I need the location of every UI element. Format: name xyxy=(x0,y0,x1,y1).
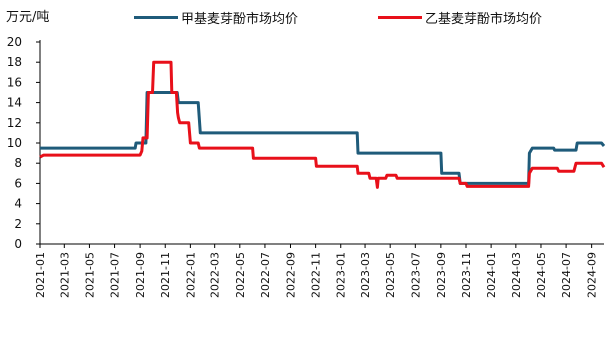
x-tick-label: 2021-07 xyxy=(109,252,122,298)
x-tick-label: 2022-11 xyxy=(310,252,323,298)
y-tick-label: 8 xyxy=(14,156,22,170)
y-tick-label: 10 xyxy=(7,136,22,150)
x-tick-label: 2021-11 xyxy=(159,252,172,298)
legend-swatch-ethyl xyxy=(378,16,422,19)
legend-item-ethyl: 乙基麦芽酚市场均价 xyxy=(378,8,542,27)
x-tick-label: 2023-03 xyxy=(359,252,372,298)
x-tick-label: 2023-11 xyxy=(460,252,473,298)
x-tick-label: 2023-01 xyxy=(335,252,348,298)
x-tick-label: 2023-07 xyxy=(409,252,422,298)
series-line-methyl xyxy=(40,91,606,185)
legend-item-methyl: 甲基麦芽酚市场均价 xyxy=(134,8,298,27)
x-tick-label: 2022-05 xyxy=(234,252,247,298)
x-tick-label: 2022-01 xyxy=(184,252,197,298)
legend-swatch-methyl xyxy=(134,16,178,19)
x-tick-label: 2023-05 xyxy=(384,252,397,298)
legend-label-methyl: 甲基麦芽酚市场均价 xyxy=(181,12,299,27)
y-tick-label: 2 xyxy=(14,217,22,231)
x-tick-label: 2022-09 xyxy=(284,252,297,298)
x-tick-label: 2024-03 xyxy=(510,252,523,298)
y-tick-label: 16 xyxy=(7,75,22,89)
y-tick-label: 0 xyxy=(14,237,22,251)
x-tick-label: 2021-01 xyxy=(34,252,47,298)
y-tick-label: 12 xyxy=(7,116,22,130)
y-tick-label: 6 xyxy=(14,176,22,190)
x-tick-label: 2021-05 xyxy=(83,252,96,298)
y-tick-label: 14 xyxy=(7,96,22,110)
x-tick-label: 2021-03 xyxy=(58,252,71,298)
x-tick-label: 2024-09 xyxy=(586,252,599,298)
x-tick-label: 2022-03 xyxy=(209,252,222,298)
x-tick-label: 2023-09 xyxy=(435,252,448,298)
legend-label-ethyl: 乙基麦芽酚市场均价 xyxy=(425,12,543,27)
y-axis-unit-label: 万元/吨 xyxy=(6,10,50,25)
x-tick-label: 2024-01 xyxy=(485,252,498,298)
x-tick-label: 2024-05 xyxy=(535,252,548,298)
x-tick-label: 2024-07 xyxy=(560,252,573,298)
y-tick-label: 4 xyxy=(14,197,22,211)
x-tick-label: 2021-09 xyxy=(134,252,147,298)
y-tick-label: 20 xyxy=(7,35,22,49)
y-tick-label: 18 xyxy=(7,55,22,69)
x-tick-label: 2022-07 xyxy=(259,252,272,298)
series-line-ethyl xyxy=(39,60,606,189)
